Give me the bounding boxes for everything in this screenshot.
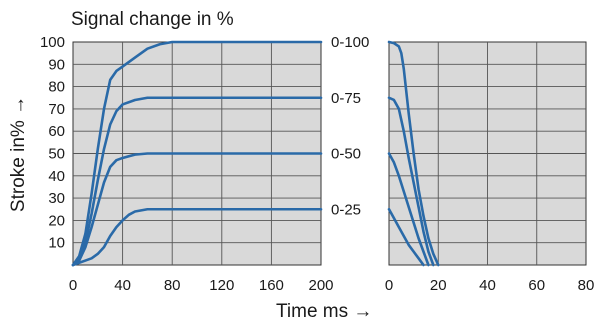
series-line-fall-3 — [387, 207, 425, 267]
x-tick-label: 60 — [528, 277, 545, 294]
left-x-tick-labels: 0 40 80 120 160 200 — [69, 277, 334, 294]
x-tick-label: 160 — [259, 277, 284, 294]
y-axis-title: Stroke in% → — [8, 96, 29, 212]
series-line-fall-2 — [387, 152, 430, 267]
right-gridlines — [389, 42, 586, 265]
series-label: 0-50 — [331, 146, 361, 163]
x-tick-label: 20 — [430, 277, 447, 294]
y-tick-label: 100 — [40, 34, 65, 51]
series-line-0-100 — [71, 40, 323, 267]
x-tick-label: 0 — [385, 277, 393, 294]
series-label: 0-100 — [331, 34, 369, 51]
right-x-tick-labels: 0 20 40 60 80 — [385, 277, 595, 294]
x-tick-label: 120 — [209, 277, 234, 294]
y-tick-label: 40 — [48, 168, 65, 185]
y-tick-label: 80 — [48, 79, 65, 96]
x-tick-label: 0 — [69, 277, 77, 294]
left-curves — [71, 40, 323, 267]
left-y-tick-labels: 10 20 30 40 50 60 70 80 90 100 — [40, 34, 65, 252]
y-tick-label: 20 — [48, 212, 65, 229]
series-label: 0-75 — [331, 90, 361, 107]
y-tick-label: 10 — [48, 235, 65, 252]
x-tick-label: 80 — [578, 277, 595, 294]
x-tick-label: 80 — [164, 277, 181, 294]
left-series-labels: 0-100 0-75 0-50 0-25 — [331, 34, 369, 218]
series-label: 0-25 — [331, 201, 361, 218]
x-axis-title: Time ms → — [276, 301, 372, 322]
y-tick-label: 60 — [48, 123, 65, 140]
y-tick-label: 30 — [48, 190, 65, 207]
series-line-fall-0 — [387, 40, 440, 267]
series-line-fall-1 — [387, 96, 435, 267]
y-tick-label: 70 — [48, 101, 65, 118]
left-chart: 10 20 30 40 50 60 70 80 90 100 0 40 80 120 160 200 0-1… — [40, 34, 369, 294]
right-chart: 0 20 40 60 80 — [385, 40, 595, 294]
x-tick-label: 40 — [114, 277, 131, 294]
x-tick-label: 40 — [479, 277, 496, 294]
y-tick-label: 50 — [48, 146, 65, 163]
series-line-0-50 — [71, 152, 323, 267]
series-line-0-75 — [71, 96, 323, 267]
chart-title: Signal change in % — [71, 9, 234, 30]
series-line-0-25 — [71, 207, 323, 267]
right-curves — [387, 40, 440, 267]
y-tick-label: 90 — [48, 56, 65, 73]
x-tick-label: 200 — [308, 277, 333, 294]
